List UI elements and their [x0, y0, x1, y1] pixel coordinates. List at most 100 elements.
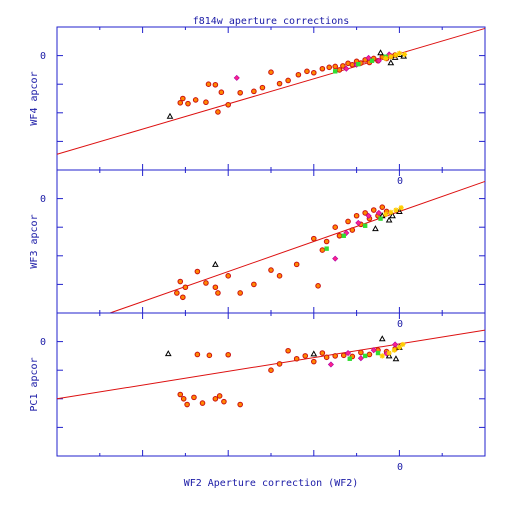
panel-pc1-point-square	[375, 350, 381, 356]
panel-wf3: WF3 apcor 0 0	[29, 169, 486, 314]
panel-wf4-point-circle	[340, 63, 346, 69]
panel-wf3-fit-line	[109, 180, 486, 314]
panel-wf4-point-circle	[205, 81, 212, 87]
panel-wf3-point-circle	[336, 232, 343, 239]
panel-pc1-point-diamond	[357, 355, 364, 362]
panel-wf3-point-circle	[203, 280, 209, 286]
panel-wf4-point-diamond	[375, 57, 382, 64]
panel-wf4-point-circle	[218, 89, 225, 96]
panel-wf3-point-triangle	[389, 212, 396, 219]
panel-pc1-point-circle	[340, 352, 347, 359]
panel-wf3-point-diamond	[375, 209, 382, 216]
panel-wf3-frame	[56, 169, 486, 314]
panel-wf4-point-star	[388, 54, 394, 60]
panel-wf3-point-square	[324, 246, 329, 251]
panel-wf3-point-square	[378, 216, 383, 221]
panel-pc1-point-star	[379, 353, 385, 359]
panel-wf3-point-triangle	[396, 207, 403, 214]
panel-wf3-point-circle	[215, 290, 221, 296]
panel-pc1-point-square	[347, 356, 352, 361]
panel-wf4-point-circle	[276, 80, 283, 87]
panel-pc1-point-diamond	[345, 350, 352, 357]
panel-wf3-point-circle	[319, 247, 326, 253]
panel-wf3-point-circle	[174, 290, 180, 296]
panel-wf4-point-circle	[295, 71, 302, 78]
panel-wf3-point-circle	[345, 218, 351, 225]
panel-pc1-point-circle	[212, 396, 219, 402]
panel-wf3-point-star	[388, 209, 394, 215]
panel-pc1-y-tick-0: 0	[40, 337, 46, 348]
panel-wf3-point-circle	[323, 238, 330, 245]
panel-pc1-point-circle	[366, 351, 373, 358]
panel-pc1-point-diamond	[392, 341, 399, 348]
panel-wf4-point-star	[401, 51, 408, 58]
panel-wf3-point-square	[362, 223, 368, 228]
panel-wf3-marks	[57, 170, 486, 314]
panel-wf3-point-circle	[180, 294, 186, 301]
panel-wf4-point-triangle	[377, 49, 384, 56]
panel-wf4-point-triangle	[166, 112, 174, 119]
panel-pc1-point-circle	[225, 351, 231, 358]
panel-wf3-point-diamond	[332, 255, 339, 262]
panel-wf4-point-circle	[251, 88, 257, 95]
panel-pc1-point-circle	[194, 351, 201, 358]
panel-wf4-point-diamond	[343, 65, 350, 72]
panel-pc1-marks	[56, 313, 486, 456]
panel-pc1-point-circle	[285, 347, 291, 354]
panel-wf3-point-star	[393, 207, 399, 213]
panel-wf3-point-circle	[177, 278, 184, 285]
panel-wf3-point-triangle	[372, 225, 379, 232]
panel-wf4-point-square	[369, 58, 375, 63]
panel-wf4-y-tick-0: 0	[40, 51, 46, 62]
panel-wf3-point-diamond	[355, 219, 362, 226]
panel-wf3-point-circle	[370, 207, 377, 213]
panel-wf4-point-star	[383, 55, 389, 62]
panel-wf4-point-diamond	[233, 74, 240, 81]
panel-pc1-ylabel: PC1 apcor	[29, 357, 40, 411]
panel-wf3-point-circle	[182, 284, 189, 291]
x-axis-label: WF2 Aperture correction (WF2)	[184, 478, 359, 489]
panel-pc1-point-star	[386, 350, 392, 356]
panel-wf3-point-triangle	[212, 260, 219, 267]
panel-wf3-point-circle	[311, 235, 317, 242]
panel-wf3-point-circle	[194, 268, 201, 275]
panel-wf3-point-circle	[268, 267, 274, 273]
panel-wf3-point-circle	[251, 281, 257, 288]
panel-wf4-frame	[56, 26, 486, 171]
panel-wf4-point-circle	[225, 101, 231, 108]
panel-pc1-frame	[56, 312, 486, 457]
panel-pc1-point-square	[362, 353, 368, 359]
panel-pc1-point-star	[400, 341, 406, 348]
panel-wf4-point-circle	[311, 69, 317, 76]
panel-pc1-point-circle	[199, 400, 206, 406]
panel-wf3-point-circle	[276, 273, 283, 279]
panel-wf4-point-circle	[185, 100, 191, 107]
panel-wf4: WF4 apcor 0	[29, 26, 486, 171]
panel-pc1-point-triangle	[378, 335, 386, 342]
panel-wf3-ylabel: WF3 apcor	[29, 214, 40, 268]
panel-wf4-point-square	[333, 69, 338, 74]
panel-pc1-point-circle	[268, 367, 274, 374]
chart-title: f814w aperture corrections	[193, 16, 350, 27]
panel-wf3-point-circle	[212, 284, 219, 291]
panel-wf4-marks	[56, 27, 486, 170]
panel-pc1-point-circle	[293, 355, 300, 362]
panel-wf4-point-circle	[332, 63, 339, 70]
panel-wf4-point-circle	[362, 57, 368, 63]
panel-pc1-point-circle	[237, 401, 243, 408]
panel-wf3-point-circle	[362, 210, 368, 216]
panel-wf4-point-circle	[304, 68, 310, 75]
panel-wf4-point-circle	[336, 67, 343, 73]
panel-pc1-point-circle	[184, 401, 190, 408]
panel-pc1: PC1 apcor 0 0	[29, 312, 486, 457]
panel-wf3-point-circle	[293, 261, 300, 268]
panel-pc1-point-circle	[177, 391, 184, 398]
panel-pc1-point-circle	[206, 352, 213, 359]
panel-wf4-point-square	[356, 61, 361, 67]
panel-wf4-point-circle	[319, 65, 326, 72]
panel-wf4-point-circle	[177, 99, 184, 106]
panel-pc1-point-star	[391, 347, 397, 353]
panel-wf3-point-circle	[379, 204, 386, 210]
panel-wf3-x-tick-0: 0	[397, 319, 403, 330]
